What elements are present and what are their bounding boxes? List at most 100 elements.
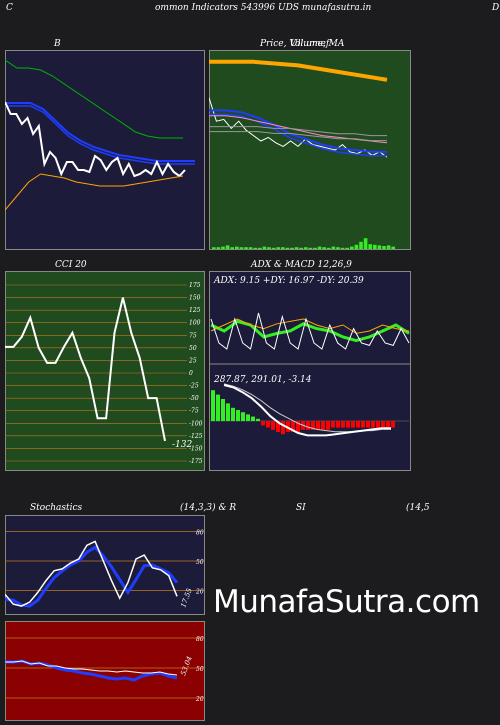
adx-macd-chart: ADX: 9.15 +DY: 16.97 -DY: 20.39 287.87, … (209, 271, 411, 471)
bollinger-series-line-orange (5, 173, 184, 211)
stoch-tick-label: 20 (195, 588, 204, 595)
macd-histogram-bar (296, 421, 300, 432)
macd-histogram-bar (376, 421, 380, 428)
stoch-params: (14,3,3) & R (180, 503, 237, 513)
adx-label: ADX: 9.15 +DY: 16.97 -DY: 20.39 (213, 276, 364, 286)
cci-tick-label: 75 (189, 332, 197, 339)
price-ma-title: Price, Volume, MA (260, 39, 345, 49)
macd-histogram-bar (216, 394, 220, 421)
macd-histogram-bar (266, 421, 270, 428)
macd-histogram-bar (211, 390, 215, 421)
volume-bar (281, 247, 285, 249)
macd-histogram-bar (316, 421, 320, 430)
macd-histogram-bar (276, 421, 280, 432)
adx-title: ADX & MACD 12,26,9 (251, 260, 352, 270)
volume-bar (235, 246, 239, 249)
volume-bar (368, 244, 372, 249)
volume-bar (221, 246, 225, 249)
volume-bar (285, 247, 290, 249)
bollinger-middle-band-line (5, 105, 195, 165)
macd-histogram-bar (336, 421, 340, 428)
volume-bar (299, 247, 303, 249)
header-left-letter: C (6, 3, 13, 13)
cci-tick-label: 175 (189, 282, 201, 289)
macd-histogram-bar (241, 412, 245, 421)
volume-bar (225, 245, 230, 249)
macd-histogram-bar (371, 421, 375, 428)
cci-tick-label: 100 (189, 320, 201, 327)
volume-bar (248, 247, 253, 249)
cci-tick-label: -25 (189, 383, 199, 390)
cci-tick-label: 150 (189, 295, 201, 302)
cci-tick-label: 25 (188, 357, 197, 364)
macd-histogram-bar (321, 421, 325, 430)
cci-tick-label: 125 (189, 307, 201, 314)
page-title: ommon Indicators 543996 UDS munafasutra.… (155, 3, 372, 13)
cci-line (5, 297, 166, 442)
volume-bar (230, 247, 234, 249)
stoch-series-line-white (5, 540, 178, 607)
macd-histogram-bar (326, 421, 330, 430)
rsi-title: SI (296, 503, 306, 513)
macd-histogram-bar (391, 421, 395, 428)
adx-series-line-white (210, 312, 410, 350)
cci-tick-label: -125 (189, 433, 203, 440)
stoch-title: Stochastics (30, 503, 83, 513)
volume-bar (354, 244, 359, 249)
volume-bar (350, 246, 354, 249)
macd-histogram-bar (256, 418, 260, 421)
volume-bar (244, 247, 248, 249)
macd-histogram-bar (306, 421, 310, 430)
macd-histogram-bar (341, 421, 345, 428)
volume-bar (253, 247, 257, 249)
bollinger-series-line-green (5, 59, 183, 139)
volume-bar (340, 247, 345, 249)
price-ma-title-overlay: Ull.umef (290, 39, 330, 49)
macd-histogram-bar (271, 421, 275, 430)
cci-tick-label: -150 (189, 445, 203, 452)
macd-histogram-bar (246, 414, 250, 421)
volume-bar (382, 246, 386, 249)
rsi-tick-label: 20 (195, 696, 204, 703)
cci-tick-label: 50 (189, 345, 197, 352)
macd-histogram-bar (236, 410, 240, 421)
volume-bar (386, 245, 391, 249)
volume-bar (258, 247, 262, 249)
stoch-tick-label: 80 (196, 530, 204, 537)
macd-histogram-bar (386, 421, 390, 428)
volume-bar (327, 247, 331, 249)
rsi-tick-label: 50 (196, 666, 204, 673)
rsi-tick-label: 80 (196, 636, 204, 643)
cci-tick-label: -100 (189, 420, 203, 427)
price-ma-series-line-grey (209, 126, 387, 137)
price-ma-series-line-grey-2 (209, 131, 387, 142)
volume-bar (336, 247, 340, 249)
cci-tick-label: -75 (189, 408, 199, 415)
macd-histogram-bar (221, 399, 225, 421)
macd-histogram-bar (291, 421, 295, 432)
volume-bar (377, 245, 382, 249)
macd-histogram-bar (361, 421, 365, 428)
header-right-letter: D (492, 3, 500, 13)
cci-tick-label: 0 (189, 370, 193, 377)
macd-histogram-bar (281, 421, 285, 435)
macd-histogram-bar (351, 421, 355, 428)
cci-title: CCI 20 (55, 260, 87, 270)
macd-histogram-bar (251, 416, 255, 421)
volume-bar (290, 247, 294, 249)
volume-bar (391, 246, 395, 249)
macd-histogram-bar (346, 421, 350, 428)
volume-bar (216, 247, 221, 249)
volume-bar (373, 244, 377, 249)
volume-bar (294, 247, 299, 249)
volume-bar (276, 247, 280, 249)
volume-bar (271, 247, 276, 249)
volume-bar (345, 247, 349, 249)
volume-bar (359, 241, 363, 249)
bollinger-chart (5, 50, 205, 250)
macd-histogram-bar (231, 407, 235, 421)
cci-chart: 175 150 125 100 75 50 25 0 -25 -50 -75 -100 -125 -150… (5, 271, 205, 471)
price-ma-series-line-blue-2 (209, 113, 387, 157)
